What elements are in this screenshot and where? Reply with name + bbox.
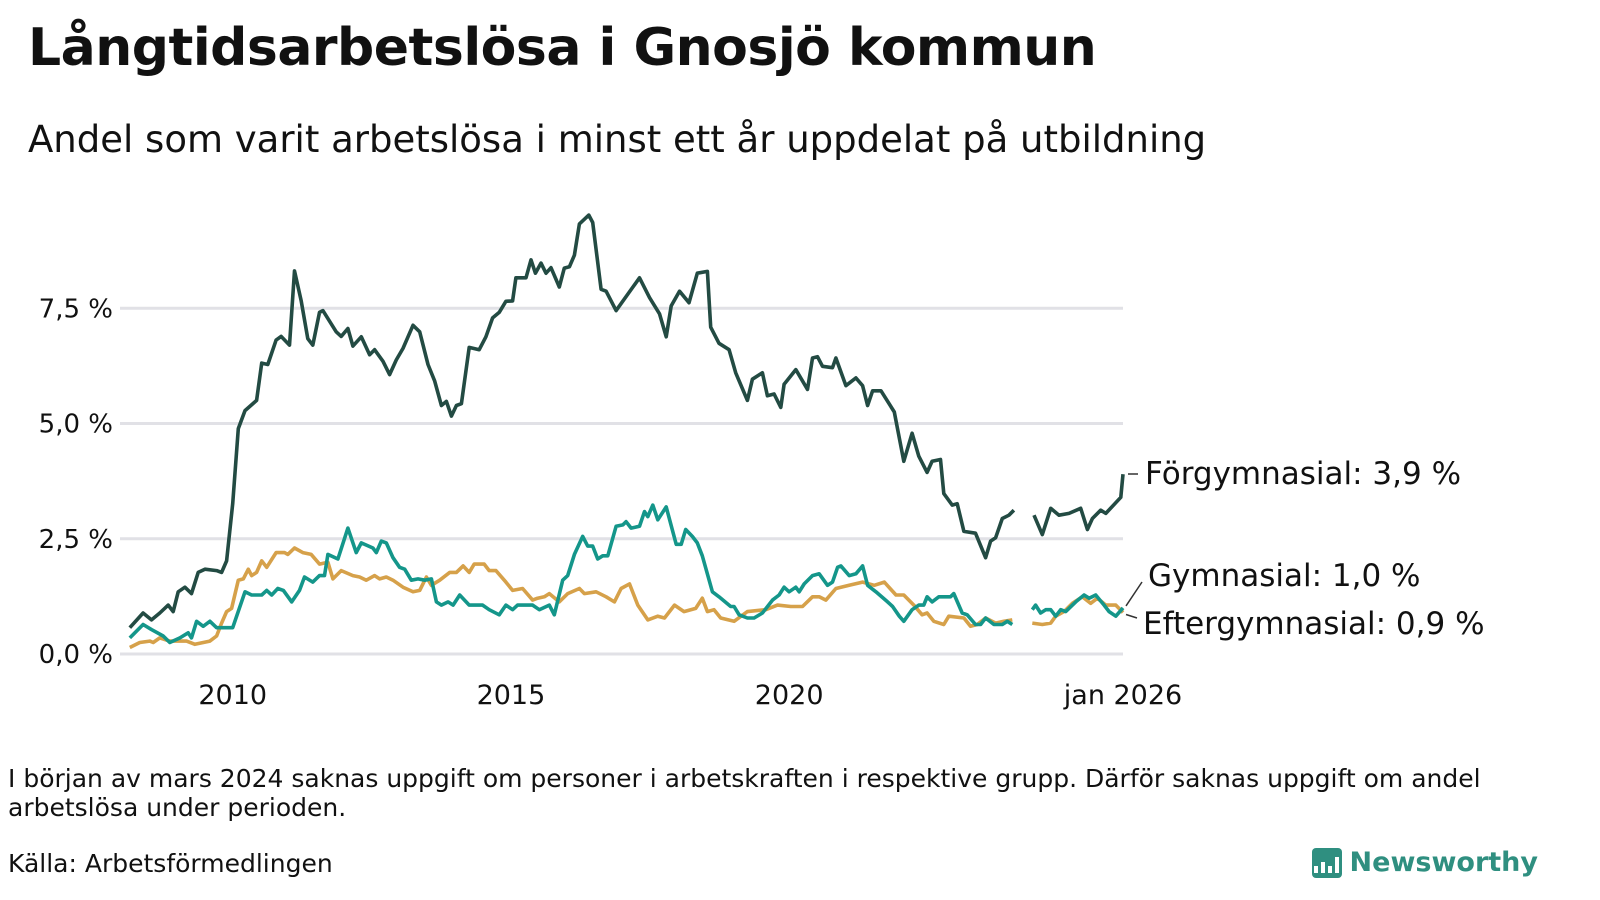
- series-line-förgymnasial: [128, 213, 1125, 629]
- x-axis: 2010 2015 2020 jan 2026: [198, 680, 1182, 711]
- y-tick-label: 2,5 %: [39, 525, 113, 555]
- newsworthy-logo: Newsworthy: [1311, 847, 1538, 878]
- end-labels: Förgymnasial: 3,9 % Gymnasial: 1,0 % Efter…: [1125, 456, 1485, 642]
- bar-chart-icon: [1311, 847, 1342, 878]
- y-tick-label: 0,0 %: [39, 640, 113, 670]
- series-end-label: Eftergymnasial: 0,9 %: [1143, 606, 1485, 642]
- x-tick-label: 2010: [198, 680, 267, 711]
- source-text: Källa: Arbetsförmedlingen: [8, 849, 333, 878]
- series-line-gymnasial: [128, 503, 1125, 645]
- gridlines: [120, 306, 1123, 656]
- series-end-label: Förgymnasial: 3,9 %: [1145, 456, 1461, 492]
- y-tick-label: 5,0 %: [39, 410, 113, 440]
- label-leader-line: [1125, 613, 1138, 619]
- series-lines: [128, 213, 1125, 650]
- x-tick-label: 2015: [477, 680, 546, 711]
- x-tick-label: 2020: [755, 680, 824, 711]
- chart-subtitle: Andel som varit arbetslösa i minst ett å…: [28, 118, 1207, 161]
- y-axis: 0,0 % 2,5 % 5,0 % 7,5 %: [39, 294, 113, 670]
- footnote: I början av mars 2024 saknas uppgift om …: [8, 764, 1481, 822]
- x-tick-label: jan 2026: [1063, 680, 1182, 711]
- y-tick-label: 7,5 %: [39, 294, 113, 324]
- brand-name: Newsworthy: [1349, 847, 1538, 878]
- series-line-eftergymnasial: [128, 546, 1125, 650]
- label-leader-line: [1125, 581, 1143, 607]
- series-end-label: Gymnasial: 1,0 %: [1148, 558, 1421, 594]
- chart-title: Långtidsarbetslösa i Gnosjö kommun: [28, 18, 1097, 78]
